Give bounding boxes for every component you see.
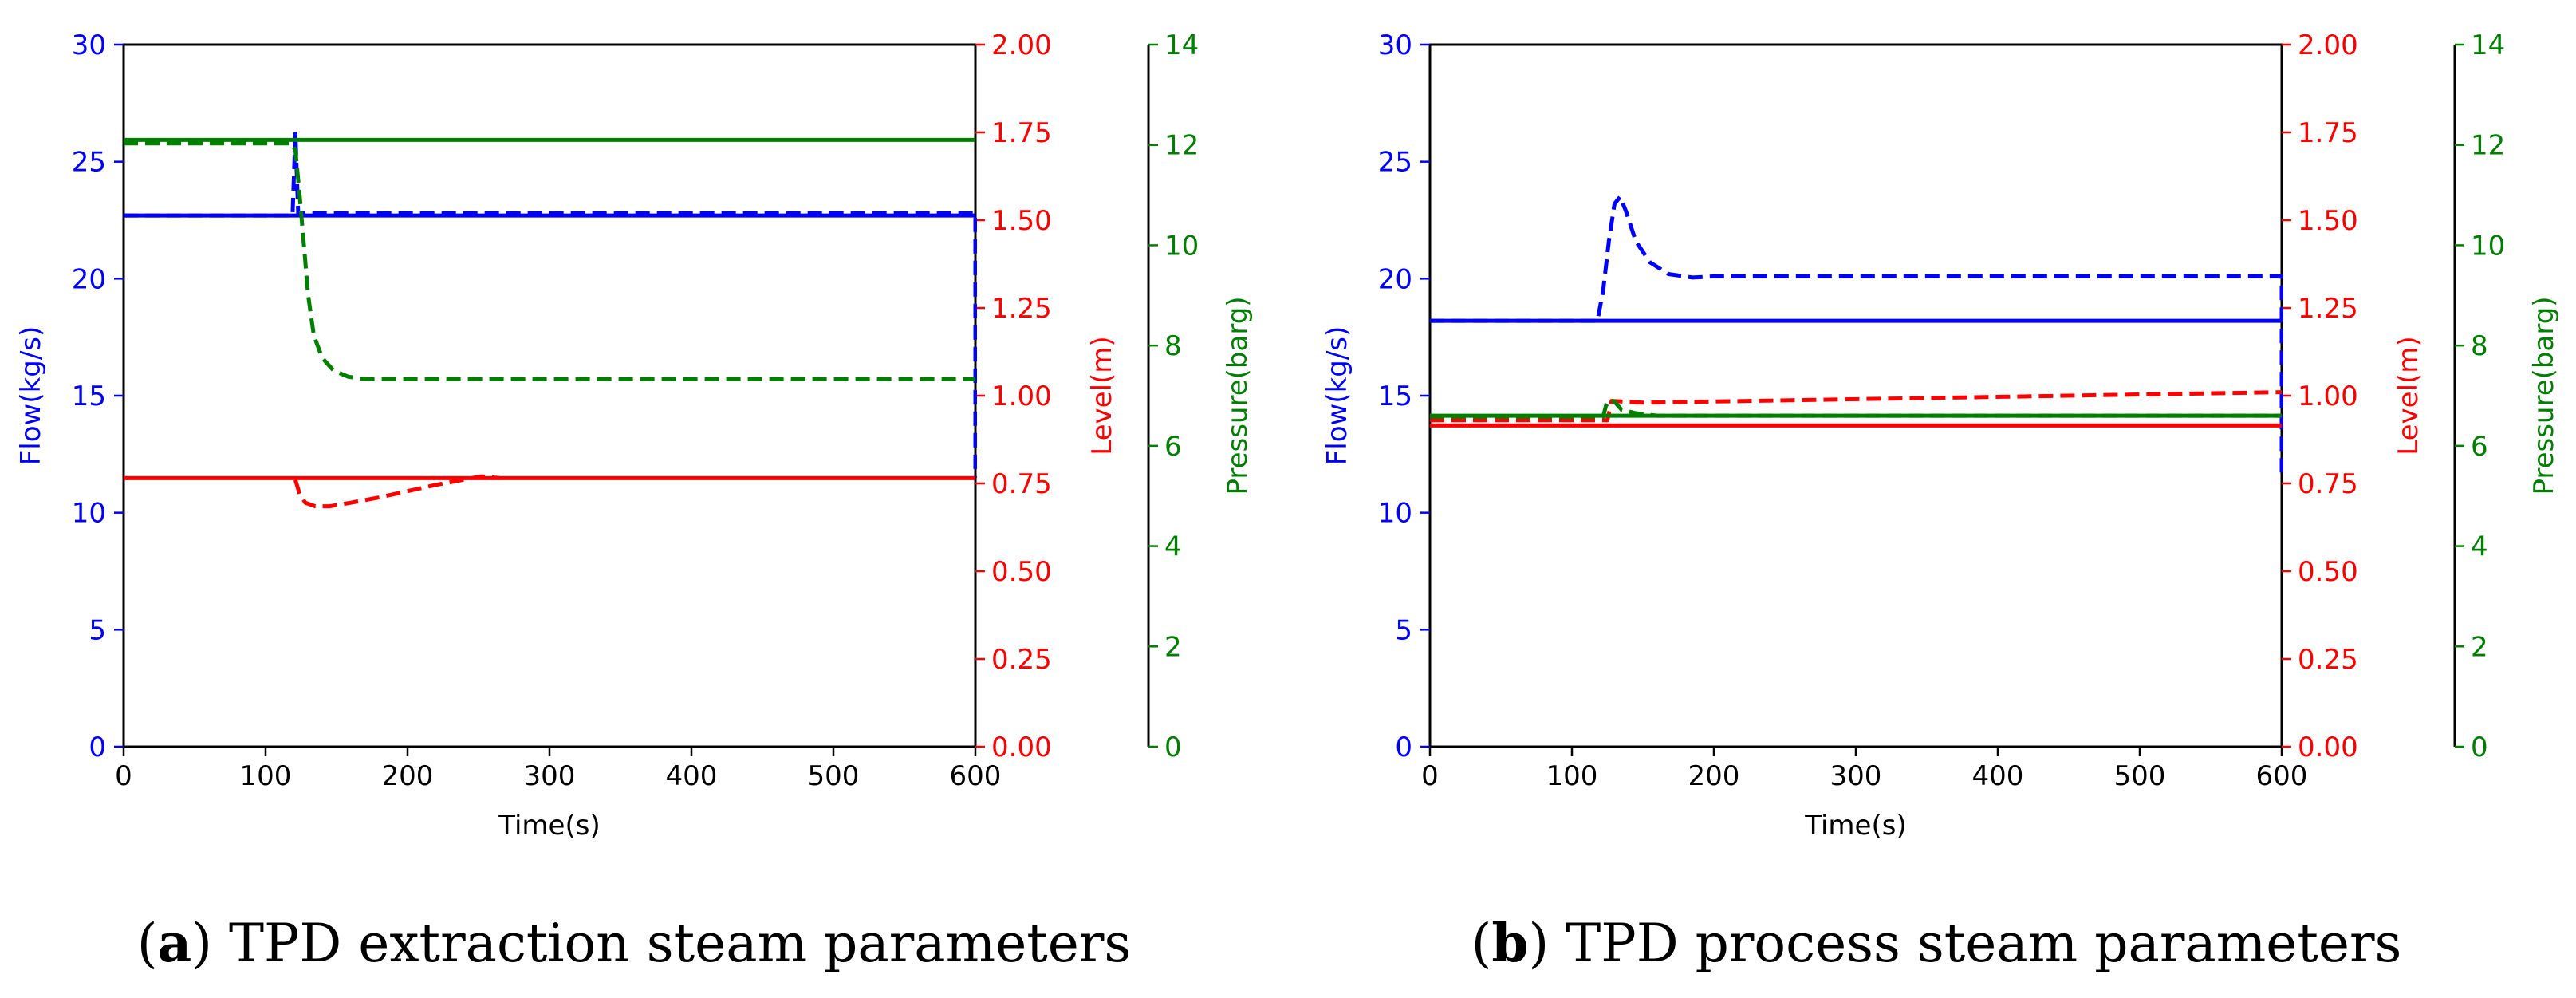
- level-tick-label: 1.75: [2298, 117, 2358, 149]
- level-tick-label: 1.75: [991, 117, 1052, 149]
- pressure-tick-label: 2: [2471, 631, 2488, 663]
- pressure-tick-label: 2: [1164, 631, 1182, 663]
- caption-letter: b: [1491, 912, 1528, 974]
- pressure-tick-label: 14: [1164, 30, 1199, 61]
- level-axis-label: Level(m): [2393, 336, 2424, 455]
- flow-tick-label: 20: [72, 263, 106, 295]
- level-tick-label: 1.25: [991, 293, 1052, 325]
- caption-a: (a) TPD extraction steam parameters: [137, 912, 1132, 974]
- chart-process-steam: 0 100 200 300 400 500 600Time(s)051015202530Fl…: [1321, 30, 2560, 842]
- pressure-tick-label: 6: [1164, 431, 1182, 463]
- pressure-tick-label: 8: [2471, 330, 2488, 362]
- pressure-tick-label: 14: [2471, 30, 2505, 61]
- pressure-tick-label: 12: [2471, 130, 2505, 162]
- x-tick-label: 0: [1421, 760, 1439, 792]
- x-tick-label: 600: [950, 760, 1002, 792]
- level-tick-label: 1.50: [991, 205, 1052, 237]
- flow-tick-label: 10: [72, 498, 106, 530]
- pressure-tick-label: 0: [1164, 732, 1182, 763]
- plot-frame: [122, 43, 977, 748]
- flow-dashed-line: [124, 132, 977, 478]
- level-tick-label: 0.00: [991, 732, 1052, 763]
- flow-tick-label: 25: [72, 147, 106, 179]
- flow-tick-label: 25: [1378, 147, 1412, 179]
- level-axis-label: Level(m): [1086, 336, 1118, 455]
- x-tick-label: 300: [1830, 760, 1882, 792]
- level-tick-label: 1.00: [2298, 381, 2358, 412]
- pressure-tick-label: 4: [1164, 531, 1182, 563]
- pressure-dashed-line: [1430, 397, 2282, 419]
- flow-tick-label: 0: [89, 732, 106, 763]
- x-tick-label: 200: [382, 760, 434, 792]
- chart-extraction-steam: 0 100 200 300 400 500 600Time(s)051015202530Fl…: [15, 30, 1254, 842]
- caption-paren-close: ): [191, 913, 229, 974]
- level-tick-label: 2.00: [2298, 30, 2358, 61]
- flow-tick-label: 0: [1395, 732, 1412, 763]
- pressure-tick-label: 6: [2471, 431, 2488, 463]
- pressure-tick-label: 0: [2471, 732, 2488, 763]
- x-tick-label: 100: [1546, 760, 1598, 792]
- caption-paren-open: (: [137, 913, 158, 974]
- x-tick-label: 500: [808, 760, 860, 792]
- pressure-tick-label: 12: [1164, 130, 1199, 162]
- x-tick-label: 0: [115, 760, 132, 792]
- caption-text: TPD extraction steam parameters: [229, 913, 1131, 974]
- level-tick-label: 1.50: [2298, 205, 2358, 237]
- level-dashed-line: [293, 474, 500, 509]
- flow-dashed-line: [1430, 195, 2283, 478]
- flow-tick-label: 15: [1378, 381, 1412, 412]
- level-tick-label: 0.50: [2298, 556, 2358, 588]
- flow-tick-label: 20: [1378, 263, 1412, 295]
- flow-axis-label: Flow(kg/s): [1321, 326, 1353, 466]
- series-group: [1430, 195, 2283, 478]
- flow-tick-label: 5: [89, 614, 106, 646]
- x-tick-label: 200: [1688, 760, 1740, 792]
- level-tick-label: 0.50: [991, 556, 1052, 588]
- x-tick-label: 100: [240, 760, 292, 792]
- pressure-tick-label: 4: [2471, 531, 2488, 563]
- x-tick-label: 300: [524, 760, 576, 792]
- pressure-tick-label: 10: [2471, 230, 2505, 262]
- pressure-axis-label: Pressure(barg): [1222, 296, 1254, 495]
- caption-b: (b) TPD process steam parameters: [1471, 912, 2402, 974]
- level-tick-label: 0.75: [2298, 468, 2358, 500]
- series-group: [124, 132, 977, 509]
- flow-tick-label: 15: [72, 381, 106, 412]
- flow-tick-label: 5: [1395, 614, 1412, 646]
- level-tick-label: 0.25: [2298, 644, 2358, 676]
- pressure-axis-label: Pressure(barg): [2528, 296, 2560, 495]
- pressure-tick-label: 8: [1164, 330, 1182, 362]
- x-tick-label: 600: [2256, 760, 2308, 792]
- level-tick-label: 2.00: [991, 30, 1052, 61]
- flow-axis-label: Flow(kg/s): [15, 326, 47, 466]
- caption-letter: a: [157, 912, 191, 974]
- x-tick-label: 400: [666, 760, 718, 792]
- level-tick-label: 0.25: [991, 644, 1052, 676]
- level-tick-label: 0.00: [2298, 732, 2358, 763]
- caption-paren-close: ): [1529, 913, 1566, 974]
- x-axis-label: Time(s): [498, 810, 600, 842]
- x-axis-label: Time(s): [1804, 810, 1906, 842]
- pressure-dashed-line: [124, 141, 975, 381]
- x-tick-label: 500: [2114, 760, 2166, 792]
- x-tick-label: 400: [1972, 760, 2024, 792]
- level-tick-label: 1.25: [2298, 293, 2358, 325]
- flow-tick-label: 30: [72, 30, 106, 61]
- level-tick-label: 1.00: [991, 381, 1052, 412]
- flow-tick-label: 10: [1378, 498, 1412, 530]
- flow-tick-label: 30: [1378, 30, 1412, 61]
- level-tick-label: 0.75: [991, 468, 1052, 500]
- level-dashed-line: [1430, 390, 2283, 423]
- caption-paren-open: (: [1471, 913, 1492, 974]
- caption-text: TPD process steam parameters: [1566, 913, 2401, 974]
- pressure-tick-label: 10: [1164, 230, 1199, 262]
